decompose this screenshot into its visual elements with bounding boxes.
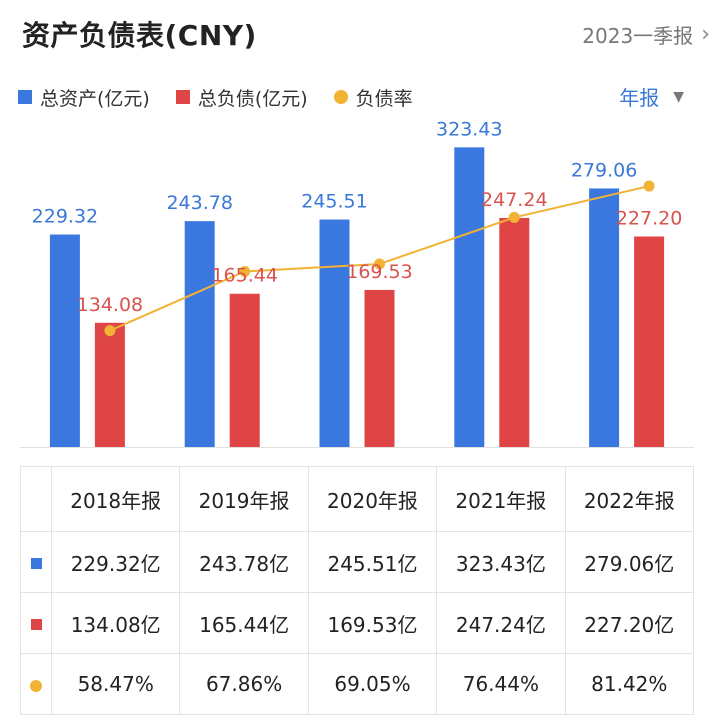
- caret-down-icon: ▼: [673, 88, 684, 105]
- table-cell: 243.78亿: [179, 531, 309, 593]
- table-row-total-assets: 229.32亿 243.78亿 245.51亿 323.43亿 279.06亿: [20, 531, 695, 593]
- data-label-total-assets: 245.51: [301, 191, 367, 213]
- data-label-total-liabilities: 247.24: [481, 189, 547, 211]
- table-cell: 169.53亿: [307, 592, 438, 654]
- column-header: 2020年报: [307, 466, 438, 532]
- row-marker: [20, 592, 52, 654]
- table-row-debt-ratio: 58.47% 67.86% 69.05% 76.44% 81.42%: [20, 653, 695, 715]
- bar-total-liabilities: [499, 217, 530, 447]
- legend-item-debt-ratio[interactable]: 负债率: [333, 84, 413, 111]
- bar-total-liabilities: [364, 289, 395, 447]
- chart-legend: 总资产(亿元) 总负债(亿元) 负债率: [18, 82, 439, 112]
- table-cell: 323.43亿: [436, 531, 566, 593]
- table-row-total-liabilities: 134.08亿 165.44亿 169.53亿 247.24亿 227.20亿: [20, 592, 695, 654]
- debt-ratio-point: [239, 265, 251, 277]
- chevron-right-icon: ›: [701, 22, 710, 47]
- table-cell: 247.24亿: [436, 592, 566, 654]
- red-square-marker: [30, 619, 42, 630]
- bar-total-assets: [589, 188, 620, 447]
- balance-sheet-chart: 229.32 134.08 243.78 165.44 245.51 169.53 323.…: [20, 120, 694, 448]
- legend-swatch-orange: [333, 90, 348, 104]
- legend-swatch-blue: [18, 90, 32, 104]
- marker-header-cell: [20, 466, 52, 532]
- table-cell: 69.05%: [307, 653, 438, 715]
- bar-total-assets: [49, 234, 80, 447]
- table-cell: 229.32亿: [50, 531, 181, 593]
- bar-total-assets: [454, 147, 485, 447]
- data-label-total-liabilities: 169.53: [346, 261, 412, 283]
- legend-label: 负债率: [355, 87, 413, 110]
- legend-item-total-liabilities[interactable]: 总负债(亿元): [175, 84, 308, 111]
- row-marker: [20, 653, 52, 715]
- data-label-total-liabilities: 227.20: [616, 208, 682, 230]
- table-cell: 58.47%: [50, 653, 181, 715]
- debt-ratio-point: [643, 180, 655, 192]
- debt-ratio-point: [104, 325, 116, 337]
- period-selector[interactable]: 2023一季报 ›: [582, 20, 710, 49]
- orange-circle-marker: [30, 679, 42, 692]
- data-label-total-assets: 279.06: [571, 159, 637, 181]
- data-label-total-assets: 243.78: [166, 192, 232, 214]
- data-label-total-assets: 229.32: [32, 206, 98, 228]
- data-table: 2018年报 2019年报 2020年报 2021年报 2022年报 229.3…: [20, 466, 695, 715]
- bar-total-assets: [319, 219, 350, 447]
- page-title: 资产负债表(CNY): [22, 19, 257, 52]
- table-cell: 227.20亿: [564, 592, 695, 654]
- blue-square-marker: [30, 558, 42, 569]
- table-cell: 81.42%: [564, 653, 695, 715]
- debt-ratio-point: [508, 211, 520, 223]
- debt-ratio-point: [374, 258, 385, 270]
- table-cell: 165.44亿: [179, 592, 309, 654]
- legend-label: 总负债(亿元): [197, 87, 308, 110]
- column-header: 2021年报: [436, 466, 566, 532]
- column-header: 2022年报: [564, 466, 695, 532]
- bar-total-liabilities: [229, 293, 260, 447]
- table-cell: 279.06亿: [564, 531, 695, 593]
- bar-total-liabilities: [94, 322, 125, 447]
- header: 资产负债表(CNY) 2023一季报 ›: [0, 0, 724, 68]
- data-label-total-assets: 323.43: [436, 120, 502, 140]
- row-marker: [20, 531, 52, 593]
- bar-total-liabilities: [634, 236, 665, 447]
- data-label-total-liabilities: 165.44: [211, 265, 277, 287]
- report-type-dropdown[interactable]: 年报 ▼: [619, 82, 684, 111]
- column-header: 2018年报: [50, 466, 181, 532]
- legend-label: 总资产(亿元): [40, 87, 150, 110]
- data-label-total-liabilities: 134.08: [77, 294, 143, 316]
- period-label: 2023一季报: [582, 24, 694, 48]
- legend-swatch-red: [175, 90, 190, 104]
- column-header: 2019年报: [179, 466, 309, 532]
- table-cell: 134.08亿: [50, 592, 181, 654]
- bar-total-assets: [184, 221, 215, 447]
- table-cell: 245.51亿: [307, 531, 438, 593]
- legend-item-total-assets[interactable]: 总资产(亿元): [18, 84, 150, 111]
- table-cell: 67.86%: [179, 653, 309, 715]
- report-type-label: 年报: [619, 86, 660, 110]
- table-cell: 76.44%: [436, 653, 566, 715]
- table-header-row: 2018年报 2019年报 2020年报 2021年报 2022年报: [20, 466, 695, 532]
